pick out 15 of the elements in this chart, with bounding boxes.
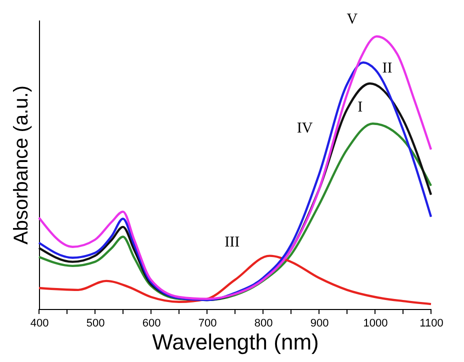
y-axis-title: Absorbance (a.u.) <box>10 86 32 244</box>
x-tick-label: 1000 <box>363 318 388 330</box>
x-tick-label: 400 <box>30 318 49 330</box>
x-tick-label: 800 <box>254 318 273 330</box>
x-tick-label: 500 <box>86 318 105 330</box>
x-tick-label: 900 <box>310 318 329 330</box>
x-tick-label: 700 <box>198 318 217 330</box>
x-tick-label: 1100 <box>420 318 444 330</box>
annotation: III <box>224 234 240 251</box>
x-tick-label: 600 <box>142 318 161 330</box>
annotation: IV <box>296 120 313 137</box>
annotation: II <box>382 60 392 76</box>
x-axis-title: Wavelength (nm) <box>152 330 319 354</box>
annotation: V <box>346 11 358 28</box>
annotation: I <box>358 100 363 116</box>
